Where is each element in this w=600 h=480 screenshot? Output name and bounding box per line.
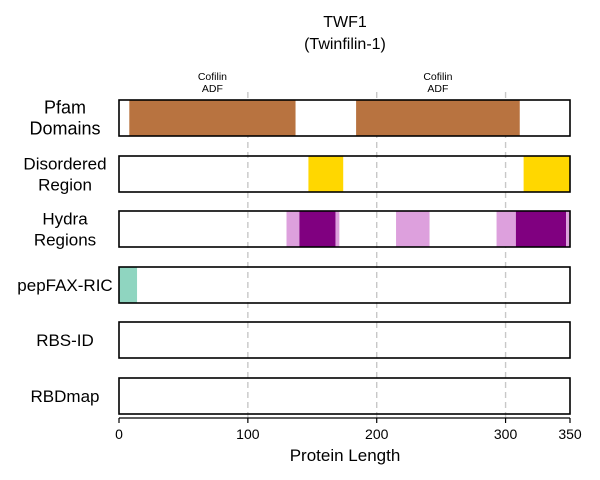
segment-bar xyxy=(566,211,570,247)
x-tick-label: 200 xyxy=(365,426,389,442)
track-label: Domains xyxy=(29,119,100,139)
segment-bar xyxy=(286,211,300,247)
track-label: Region xyxy=(38,176,92,195)
x-tick-label: 100 xyxy=(236,426,260,442)
track-border xyxy=(118,321,571,359)
segment-bar xyxy=(119,267,138,303)
segment-annotation: ADF xyxy=(202,83,223,95)
segment-bar xyxy=(299,211,336,247)
segment-bar xyxy=(496,211,516,247)
track-label: Regions xyxy=(34,231,96,250)
x-axis-label: Protein Length xyxy=(290,446,401,465)
x-axis: 0 100 200 300 350 xyxy=(115,417,582,442)
track-label: Hydra xyxy=(42,210,88,229)
segment-bar xyxy=(335,211,340,247)
segment-annotation: Cofilin xyxy=(423,71,452,83)
track-rbs-id: RBS-ID xyxy=(36,321,571,359)
chart-subtitle: (Twinfilin-1) xyxy=(304,36,386,53)
segment-bar xyxy=(396,211,430,247)
track-label: RBDmap xyxy=(31,387,100,406)
track-pepfax-ric: pepFAX-RIC xyxy=(17,266,571,304)
segment-annotation: ADF xyxy=(427,83,448,95)
x-tick-label: 350 xyxy=(558,426,582,442)
track-label: RBS-ID xyxy=(36,331,94,350)
track-hydra-regions: Hydra Regions xyxy=(34,210,571,250)
segment-bar xyxy=(523,156,570,192)
track-border xyxy=(118,210,571,248)
segment-annotation: Cofilin xyxy=(198,71,227,83)
track-rbdmap: RBDmap xyxy=(31,377,571,415)
track-label: Pfam xyxy=(44,98,86,118)
segment-bar xyxy=(129,100,296,136)
track-border xyxy=(118,155,571,193)
tracks: CofilinADFCofilinADFPfamDomainsDisordere… xyxy=(17,71,571,415)
track-label: Disordered xyxy=(23,155,106,174)
x-tick-label: 300 xyxy=(494,426,518,442)
segment-bar xyxy=(515,211,567,247)
track-label: pepFAX-RIC xyxy=(17,276,112,295)
chart-title: TWF1 xyxy=(323,14,367,31)
gridlines xyxy=(247,92,507,418)
x-tick-label: 0 xyxy=(115,426,123,442)
track-disordered-region: Disordered Region xyxy=(23,155,571,195)
track-border xyxy=(118,377,571,415)
segment-bar xyxy=(356,100,520,136)
track-border xyxy=(118,99,571,137)
segment-bar xyxy=(308,156,344,192)
track-border xyxy=(118,266,571,304)
